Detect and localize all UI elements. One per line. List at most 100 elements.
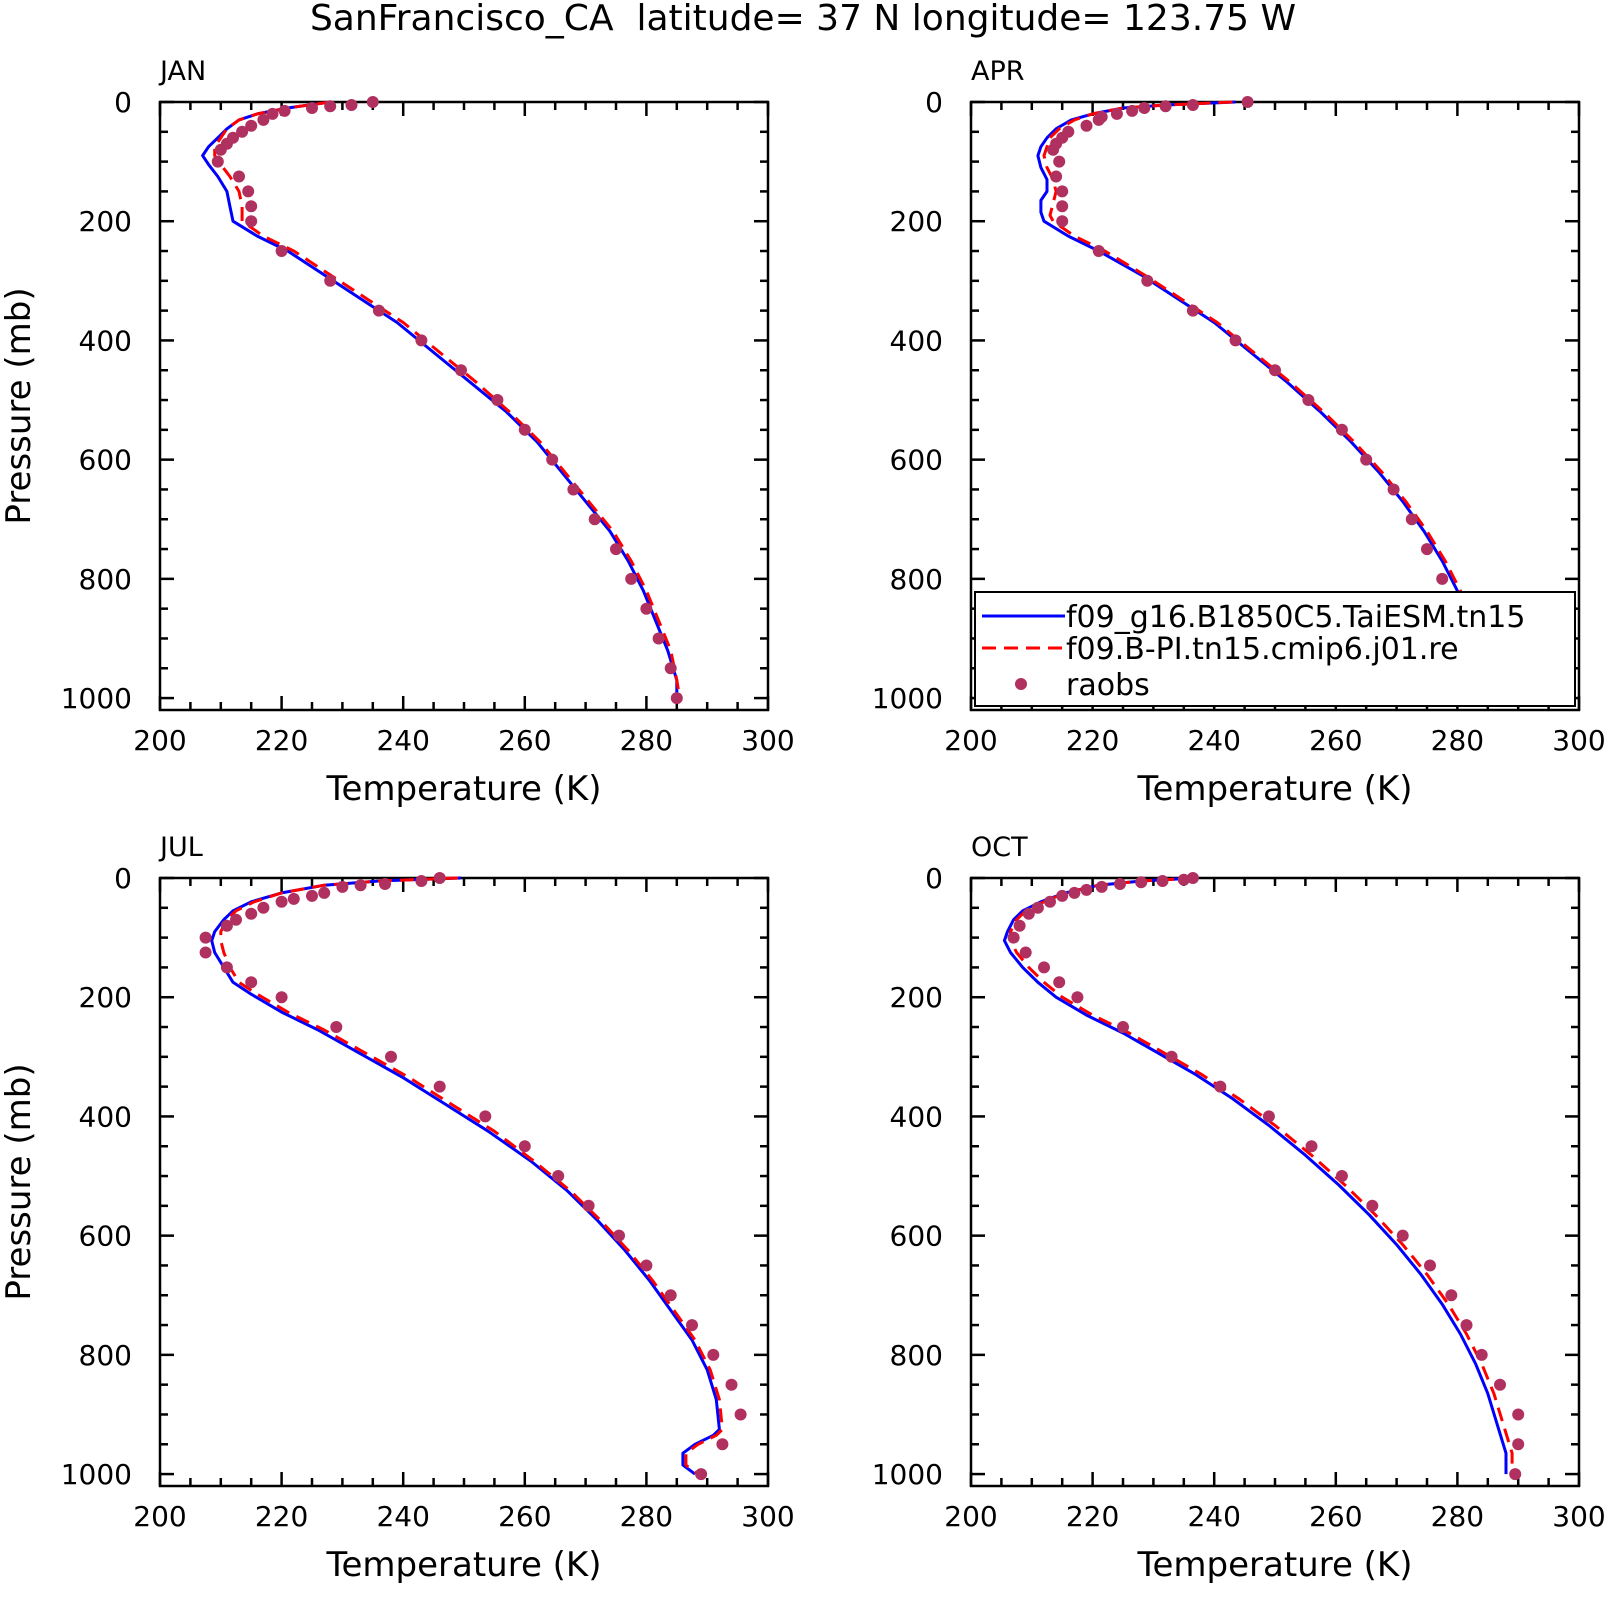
obs-point	[613, 1229, 625, 1242]
obs-point	[1421, 543, 1433, 556]
y-tick-label: 800	[79, 563, 132, 596]
x-tick-label: 280	[1431, 1500, 1484, 1533]
x-axis-label: Temperature (K)	[1136, 1545, 1412, 1585]
figure-title: SanFrancisco_CA latitude= 37 N longitude…	[310, 0, 1296, 39]
obs-point	[582, 1199, 595, 1212]
obs-point	[1494, 1378, 1506, 1391]
y-tick-label: 0	[114, 86, 132, 119]
legend-marker	[1015, 678, 1027, 690]
obs-point	[278, 104, 291, 117]
obs-point	[415, 334, 428, 347]
y-tick-label: 800	[890, 563, 943, 596]
obs-point	[233, 170, 245, 183]
obs-point	[1092, 245, 1105, 257]
obs-point	[1214, 1080, 1227, 1093]
x-tick-label: 200	[944, 1500, 997, 1533]
obs-point	[1396, 1229, 1409, 1242]
obs-point	[1135, 876, 1148, 889]
x-tick-label: 220	[1066, 1500, 1119, 1533]
obs-point	[1044, 895, 1056, 908]
obs-point	[266, 107, 279, 120]
obs-point	[518, 1140, 531, 1153]
obs-point	[1053, 976, 1066, 989]
legend-box	[974, 591, 1576, 707]
obs-point	[433, 1080, 446, 1093]
obs-point	[1445, 1289, 1458, 1302]
obs-point	[1159, 100, 1172, 113]
y-tick-label: 200	[890, 205, 943, 238]
obs-point	[318, 886, 331, 899]
obs-point	[1117, 1021, 1129, 1033]
obs-point	[211, 155, 224, 168]
obs-point	[670, 692, 683, 705]
obs-point	[1475, 1348, 1488, 1361]
obs-point	[491, 394, 504, 406]
series-line-solid	[210, 876, 721, 1476]
obs-point	[1038, 961, 1050, 974]
x-tick-label: 260	[1309, 724, 1362, 757]
panels: JAN 200 220 240 260 280 300 0 200 400 600 800 1000 Te…	[0, 56, 1606, 1585]
obs-point	[245, 215, 258, 228]
obs-point	[1269, 364, 1281, 377]
obs-point	[287, 892, 300, 905]
obs-point	[1022, 907, 1035, 920]
obs-point	[1509, 1468, 1522, 1481]
y-tick-label: 600	[79, 444, 132, 477]
obs-point	[324, 274, 337, 287]
y-tick-label: 200	[79, 981, 132, 1014]
y-tick-label: 800	[890, 1339, 943, 1372]
obs-point	[1186, 304, 1199, 317]
y-tick-label: 1000	[872, 682, 943, 715]
obs-point	[230, 913, 242, 926]
obs-point	[245, 976, 258, 989]
axis-ticks	[969, 876, 1581, 1486]
obs-point	[707, 1348, 720, 1361]
series-line-solid	[1002, 876, 1508, 1475]
obs-point	[1229, 334, 1242, 347]
axis-ticks	[158, 876, 770, 1486]
obs-point	[1080, 883, 1093, 896]
series-line-dashed	[213, 100, 682, 699]
obs-point	[372, 304, 385, 317]
obs-point	[1512, 1438, 1525, 1451]
obs-point	[1013, 919, 1026, 932]
obs-point	[1302, 394, 1315, 406]
x-tick-label: 260	[1309, 1500, 1362, 1533]
x-tick-label: 300	[741, 724, 794, 757]
x-tick-label: 300	[1552, 1500, 1605, 1533]
obs-point	[1126, 104, 1139, 117]
obs-point	[1141, 274, 1154, 287]
obs-point	[1114, 878, 1126, 890]
obs-point	[245, 119, 258, 132]
obs-point	[552, 1170, 565, 1182]
obs-point	[257, 901, 270, 914]
obs-point	[1186, 872, 1199, 884]
obs-point	[385, 1050, 397, 1063]
x-tick-label: 300	[1552, 724, 1605, 757]
obs-point	[640, 1259, 653, 1272]
obs-point	[1007, 931, 1020, 944]
obs-point	[257, 113, 270, 126]
y-tick-label: 200	[890, 981, 943, 1014]
series-markers	[199, 872, 747, 1481]
obs-point	[1053, 155, 1066, 168]
obs-point	[1047, 143, 1060, 156]
obs-point	[1360, 453, 1373, 466]
series-line-solid	[201, 100, 679, 699]
obs-point	[345, 99, 358, 111]
panel-label: APR	[971, 56, 1025, 87]
x-axis-label: Temperature (K)	[1136, 769, 1412, 809]
obs-point	[652, 632, 665, 645]
plot-frame	[158, 876, 770, 1488]
y-tick-label: 400	[890, 324, 943, 357]
obs-point	[324, 100, 337, 113]
obs-point	[588, 513, 601, 526]
obs-point	[1138, 102, 1151, 114]
obs-point	[336, 880, 349, 893]
panel-jul: JUL 200 220 240 260 280 300 0 200 400 600 800 1000 Te…	[0, 832, 795, 1585]
obs-point	[1335, 423, 1348, 436]
obs-point	[479, 1110, 492, 1123]
x-tick-label: 300	[741, 1500, 794, 1533]
obs-point	[1056, 185, 1069, 198]
